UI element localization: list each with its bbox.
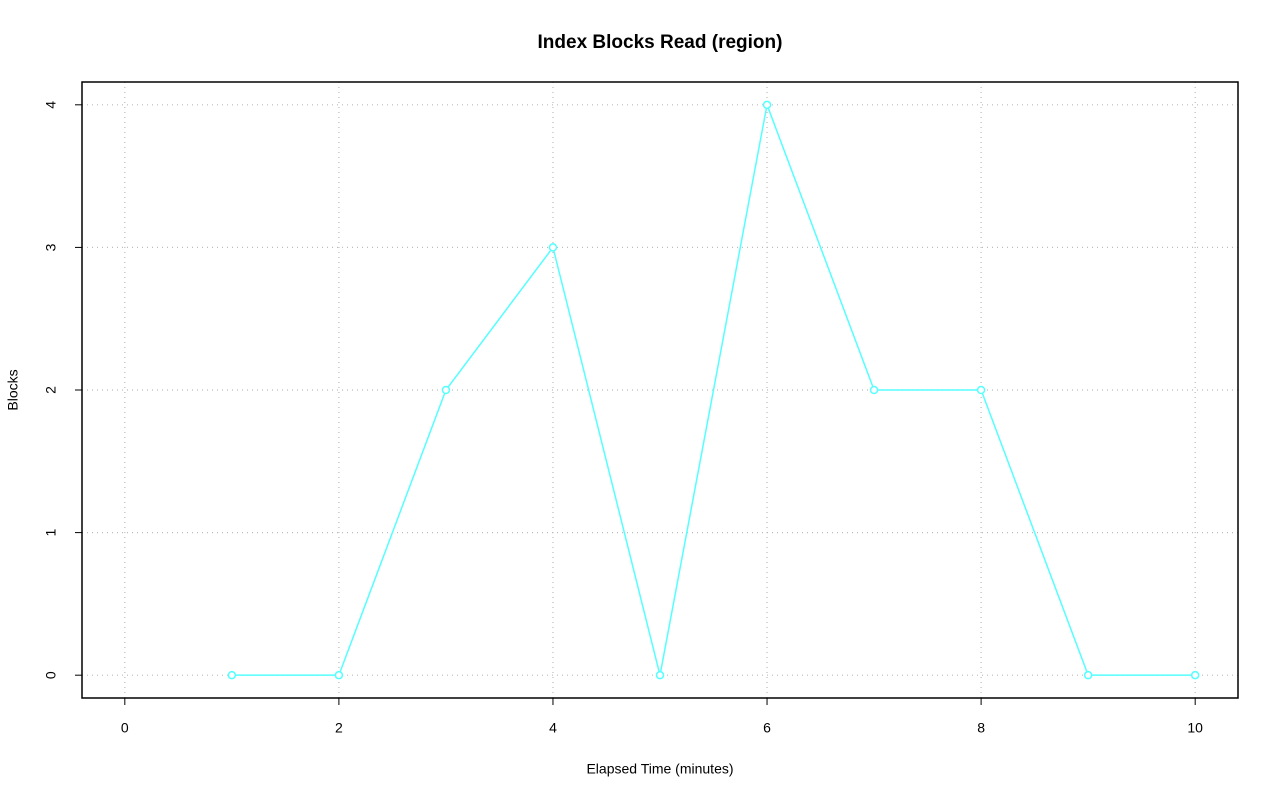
x-tick-label: 8 [977,720,985,736]
point [1190,670,1200,680]
y-axis-label: Blocks [5,369,21,410]
point [976,385,986,395]
x-tick-label: 4 [549,720,557,736]
x-tick-label: 10 [1187,720,1203,736]
plot-frame [81,81,1239,699]
y-tick-label: 0 [43,671,59,679]
point [762,100,772,110]
x-tick-label: 0 [121,720,129,736]
x-tick-label: 2 [335,720,343,736]
y-tick-label: 3 [43,243,59,251]
x-axis-label: Elapsed Time (minutes) [586,761,733,777]
series-line [231,102,1196,676]
chart-title: Index Blocks Read (region) [538,32,783,53]
point [869,385,879,395]
y-tick-label: 4 [43,101,59,109]
point [334,670,344,680]
point [655,670,665,680]
y-tick-label: 1 [43,528,59,536]
x-tick-label: 6 [763,720,771,736]
point [548,243,558,252]
point [441,385,451,395]
point [1083,670,1093,680]
point [227,670,237,680]
y-tick-label: 2 [43,386,59,394]
